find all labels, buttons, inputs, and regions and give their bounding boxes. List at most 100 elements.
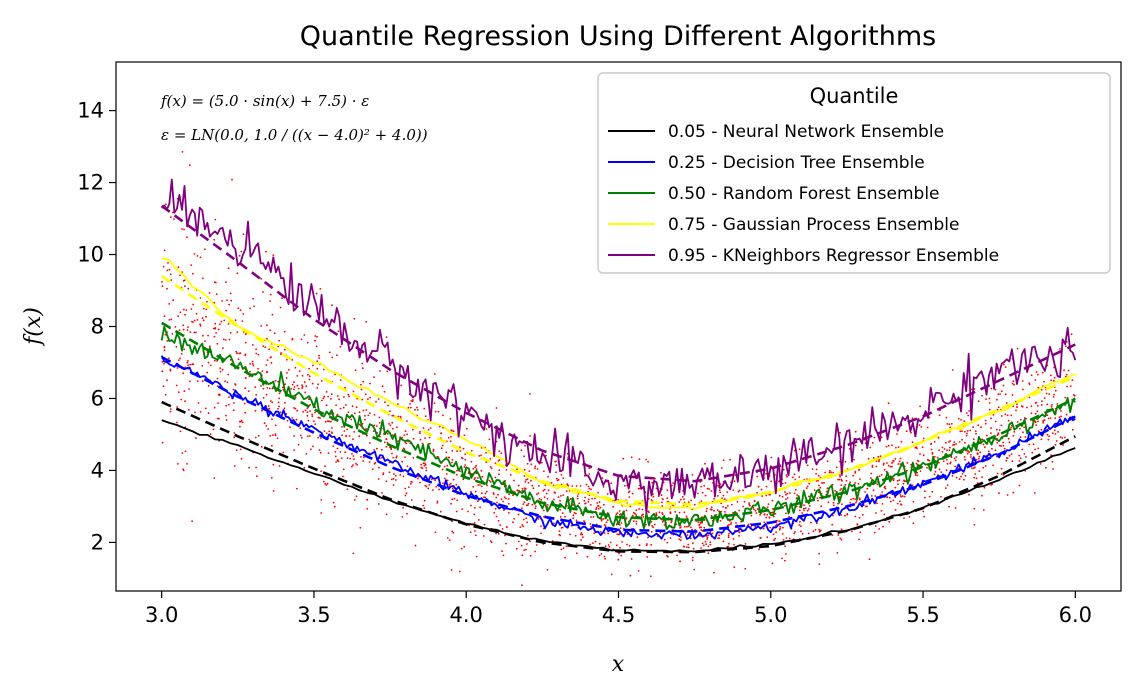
scatter-point <box>708 488 711 490</box>
scatter-point <box>580 539 582 541</box>
scatter-point <box>562 477 565 479</box>
scatter-point <box>778 520 780 523</box>
y-tick-label: 12 <box>77 171 104 195</box>
scatter-point <box>267 428 270 430</box>
scatter-point <box>709 541 712 544</box>
scatter-point <box>381 492 383 494</box>
scatter-point <box>933 456 936 458</box>
scatter-point <box>1028 382 1031 385</box>
scatter-point <box>831 534 834 536</box>
scatter-point <box>596 502 599 504</box>
scatter-point <box>965 412 968 414</box>
scatter-point <box>1015 409 1017 412</box>
scatter-point <box>360 388 363 391</box>
scatter-point <box>495 532 497 535</box>
scatter-point <box>955 476 958 479</box>
scatter-point <box>652 526 654 529</box>
scatter-point <box>232 388 235 391</box>
scatter-point <box>179 274 181 277</box>
scatter-point <box>679 560 681 563</box>
scatter-point <box>573 512 576 514</box>
scatter-point <box>742 489 744 492</box>
scatter-point <box>940 471 943 473</box>
scatter-point <box>923 515 925 518</box>
scatter-point <box>204 248 206 251</box>
scatter-point <box>728 523 730 526</box>
scatter-point <box>469 531 472 534</box>
scatter-point <box>368 442 371 444</box>
scatter-point <box>489 466 492 468</box>
scatter-point <box>336 447 339 450</box>
scatter-point <box>183 390 186 393</box>
scatter-point <box>527 534 529 537</box>
scatter-point <box>262 387 265 390</box>
series-fitted-line <box>160 355 1076 540</box>
scatter-point <box>798 524 801 526</box>
scatter-point <box>244 387 247 390</box>
scatter-point <box>793 473 796 476</box>
scatter-point <box>933 473 936 476</box>
scatter-point <box>335 461 337 463</box>
scatter-point <box>217 402 220 404</box>
scatter-point <box>1040 388 1043 391</box>
scatter-point <box>401 460 404 463</box>
scatter-point <box>1018 484 1021 487</box>
scatter-point <box>965 434 968 437</box>
scatter-point <box>1048 435 1050 438</box>
scatter-point <box>597 507 600 510</box>
scatter-point <box>722 494 725 497</box>
scatter-point <box>485 428 488 430</box>
scatter-point <box>423 407 426 410</box>
scatter-point <box>501 550 503 553</box>
scatter-point <box>914 474 917 476</box>
scatter-point <box>274 379 277 382</box>
scatter-point <box>1022 431 1024 434</box>
scatter-point <box>266 359 269 361</box>
scatter-point <box>1046 403 1049 406</box>
scatter-point <box>911 417 914 420</box>
scatter-point <box>615 513 618 516</box>
scatter-point <box>262 345 265 347</box>
scatter-point <box>214 327 217 329</box>
scatter-point <box>707 545 710 548</box>
scatter-point <box>1059 348 1061 350</box>
scatter-point <box>1069 385 1072 387</box>
scatter-point <box>871 442 874 444</box>
scatter-point <box>954 465 956 468</box>
scatter-point <box>612 505 615 508</box>
scatter-point <box>928 495 931 498</box>
scatter-point <box>813 489 816 491</box>
scatter-point <box>882 463 885 466</box>
scatter-point <box>513 479 515 482</box>
scatter-point <box>266 337 268 340</box>
scatter-point <box>377 478 380 480</box>
scatter-point <box>948 441 950 443</box>
scatter-point <box>243 402 246 405</box>
scatter-point <box>402 506 405 509</box>
scatter-point <box>181 452 184 454</box>
scatter-point <box>733 480 736 483</box>
scatter-point <box>542 509 545 512</box>
scatter-point <box>505 542 507 545</box>
scatter-point <box>265 371 268 374</box>
scatter-point <box>435 485 438 488</box>
scatter-point <box>704 540 707 543</box>
scatter-point <box>502 554 505 557</box>
scatter-point <box>720 467 723 469</box>
scatter-point <box>981 476 983 479</box>
scatter-point <box>534 507 537 510</box>
scatter-point <box>231 178 233 181</box>
scatter-point <box>591 497 593 500</box>
scatter-point <box>938 468 941 471</box>
scatter-point <box>1023 426 1025 429</box>
scatter-point <box>1035 424 1038 426</box>
scatter-point <box>871 464 874 467</box>
scatter-point <box>239 425 241 428</box>
scatter-point <box>560 527 563 529</box>
scatter-point <box>985 398 987 401</box>
scatter-point <box>706 536 709 539</box>
scatter-point <box>811 468 814 470</box>
scatter-point <box>442 482 444 484</box>
scatter-point <box>666 541 669 544</box>
scatter-point <box>358 435 361 438</box>
